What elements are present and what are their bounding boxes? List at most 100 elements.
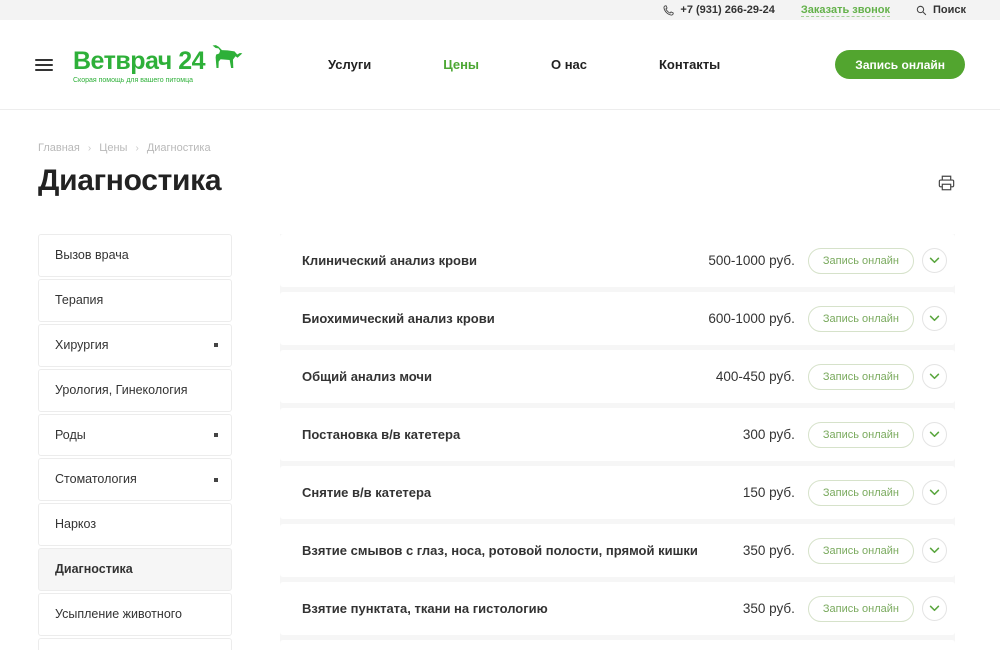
price-row: Общий анализ мочи 400-450 руб. Запись он… [280,350,955,403]
sidebar-item-label: Диагностика [55,562,133,577]
breadcrumb-item: Главная › [38,142,91,154]
phone-number[interactable]: +7 (931) 266-29-24 [663,4,775,16]
sidebar-item[interactable]: Вызов врача [38,234,232,277]
main-nav: Услуги Цены О нас Контакты [328,57,720,72]
sidebar-item[interactable]: Хирургия [38,323,232,367]
price-row: Взятие пунктата, ткани на гистологию 350… [280,582,955,635]
nav-item[interactable]: Услуги [328,57,372,72]
search-icon [916,5,927,16]
nav-item[interactable]: Цены [443,57,480,72]
row-book-online-button[interactable]: Запись онлайн [807,363,914,390]
price-row: Взятие смывов с глаз, носа, ротовой поло… [280,524,955,577]
service-name: Постановка в/в катетера [302,427,461,442]
sidebar-item[interactable]: Терапия [38,278,232,322]
breadcrumb: Главная › Цены › Диагностика › [38,142,955,154]
submenu-marker-icon [214,343,218,348]
service-name: Взятие смывов с глаз, носа, ротовой поло… [302,543,698,558]
book-online-button[interactable]: Запись онлайн [835,50,965,79]
sidebar-item-label: Урология, Гинекология [55,382,188,397]
print-icon[interactable] [938,175,955,196]
sidebar-item-label: Терапия [55,292,104,307]
row-book-online-button[interactable]: Запись онлайн [807,595,914,622]
sidebar-item[interactable]: Усыпление животного [38,593,232,636]
row-book-online-button[interactable]: Запись онлайн [807,421,914,448]
search-label: Поиск [932,4,966,16]
expand-row-button[interactable] [922,364,947,389]
price-row: Постановка в/в катетера 300 руб. Запись … [280,408,955,461]
price-row: Снятие в/в катетера 150 руб. Запись онла… [280,466,955,519]
search-button[interactable]: Поиск [916,4,966,16]
logo-tagline: Скорая помощь для вашего питомца [73,77,193,84]
chevron-down-icon [929,605,940,612]
page-head: Диагностика [38,164,955,198]
price-list: Клинический анализ крови 500-1000 руб. З… [280,234,955,650]
chevron-down-icon [929,431,940,438]
service-name: Общий анализ мочи [302,369,432,384]
service-price: 350 руб. [742,601,795,616]
breadcrumb-item: Диагностика › [147,142,211,154]
service-name: Клинический анализ крови [302,253,477,268]
sidebar-item-label: Вызов врача [55,248,129,262]
breadcrumb-link[interactable]: Цены [99,142,128,154]
page-title: Диагностика [38,164,222,197]
service-price: 300 руб. [742,427,795,442]
sidebar-item-label: Роды [55,427,86,442]
chevron-down-icon [929,315,940,322]
expand-row-button[interactable] [922,306,947,331]
sidebar-item[interactable]: Кремация животного (после нашей эвтанази… [38,637,232,650]
submenu-marker-icon [214,477,218,482]
breadcrumb-link[interactable]: Главная [38,142,80,154]
row-book-online-button[interactable]: Запись онлайн [807,247,914,274]
row-book-online-button[interactable]: Запись онлайн [807,305,914,332]
nav-item[interactable]: О нас [550,57,588,72]
sidebar-item-label: Хирургия [55,337,109,352]
price-row: Биохимический анализ крови 600-1000 руб.… [280,292,955,345]
nav-item[interactable]: Контакты [658,57,721,72]
content-layout: Вызов врача Терапия Хирургия Урология, Г… [38,234,955,650]
sidebar-item[interactable]: Наркоз [38,503,232,547]
dog-icon [209,45,243,74]
service-name: Биохимический анализ крови [302,311,495,326]
sidebar-item-label: Наркоз [55,517,97,532]
service-price: 150 руб. [742,485,795,500]
service-price: 600-1000 руб. [708,311,795,326]
chevron-down-icon [929,257,940,264]
phone-number-text: +7 (931) 266-29-24 [680,4,775,16]
sidebar-item[interactable]: Диагностика [38,548,232,591]
expand-row-button[interactable] [922,538,947,563]
chevron-down-icon [929,373,940,380]
expand-row-button[interactable] [922,480,947,505]
service-name: Взятие пунктата, ткани на гистологию [302,601,548,616]
header: Ветврач 24 Скорая помощь для вашего пито… [0,20,1000,110]
price-row: Клинический анализ крови 500-1000 руб. З… [280,234,955,287]
breadcrumb-separator: › [135,142,139,154]
sidebar-item[interactable]: Урология, Гинекология [38,368,232,412]
service-price: 400-450 руб. [715,369,795,384]
callback-link[interactable]: Заказать звонок [800,3,890,17]
phone-icon [663,4,675,16]
expand-row-button[interactable] [922,422,947,447]
breadcrumb-separator: › [87,142,92,154]
sidebar-item[interactable]: Роды [38,413,232,457]
submenu-marker-icon [214,432,218,437]
sidebar-item-label: Усыпление животного [55,607,183,621]
service-price: 500-1000 руб. [708,253,795,268]
service-price: 350 руб. [742,543,795,558]
logo[interactable]: Ветврач 24 Скорая помощь для вашего пито… [73,45,243,84]
row-book-online-button[interactable]: Запись онлайн [807,479,914,506]
expand-row-button[interactable] [922,596,947,621]
category-sidebar: Вызов врача Терапия Хирургия Урология, Г… [38,234,232,650]
row-book-online-button[interactable]: Запись онлайн [807,537,914,564]
breadcrumb-item: Цены › [99,142,139,154]
expand-row-button[interactable] [922,248,947,273]
topbar: +7 (931) 266-29-24 Заказать звонок Поиск [0,0,1000,20]
chevron-down-icon [929,547,940,554]
sidebar-item-label: Стоматология [55,472,137,487]
sidebar-item[interactable]: Стоматология [38,458,232,502]
chevron-down-icon [929,489,940,496]
service-name: Снятие в/в катетера [302,485,432,500]
logo-title: Ветврач 24 [73,47,206,75]
price-row-partial [280,640,955,650]
menu-icon[interactable] [35,58,53,71]
breadcrumb-link[interactable]: Диагностика [146,142,211,154]
